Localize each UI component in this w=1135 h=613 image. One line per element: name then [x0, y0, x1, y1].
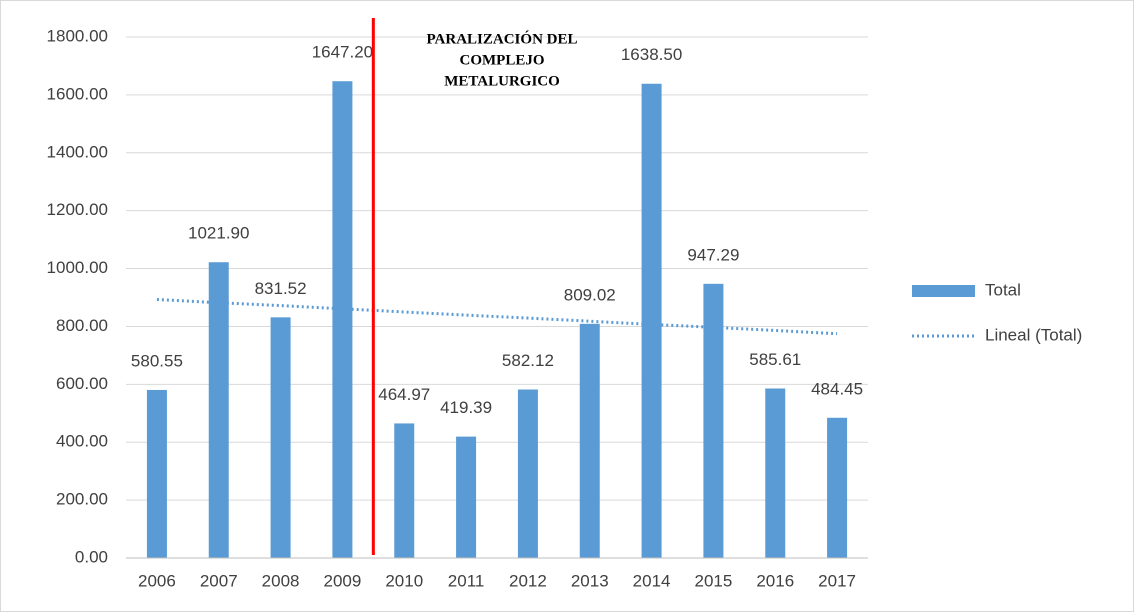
data-label: 582.12 [502, 351, 554, 370]
data-label: 1647.20 [312, 43, 373, 62]
x-tick-label: 2009 [324, 571, 362, 590]
y-tick-label: 1000.00 [47, 258, 108, 277]
x-tick-label: 2017 [818, 571, 856, 590]
x-tick-label: 2006 [138, 571, 176, 590]
y-tick-label: 200.00 [56, 490, 108, 509]
bar [827, 417, 848, 558]
y-tick-label: 0.00 [75, 547, 108, 566]
data-label: 419.39 [440, 398, 492, 417]
x-tick-label: 2016 [756, 571, 794, 590]
bar [332, 81, 353, 558]
x-tick-label: 2011 [448, 571, 485, 590]
data-label: 1638.50 [621, 45, 682, 64]
y-tick-label: 1800.00 [47, 26, 108, 45]
legend-swatch [912, 285, 975, 297]
bar [703, 283, 724, 558]
x-tick-label: 2013 [571, 571, 609, 590]
y-tick-label: 400.00 [56, 432, 108, 451]
y-tick-label: 600.00 [56, 374, 108, 393]
bar [146, 389, 167, 558]
annotation: COMPLEJO [460, 52, 545, 68]
data-label: 809.02 [564, 285, 616, 304]
data-label: 484.45 [811, 379, 863, 398]
bar [579, 323, 600, 558]
x-tick-label: 2015 [695, 571, 733, 590]
bar [394, 423, 415, 558]
data-label: 585.61 [749, 350, 801, 369]
legend-label: Total [985, 280, 1021, 299]
x-tick-label: 2007 [200, 571, 238, 590]
annotation: METALURGICO [444, 73, 560, 89]
data-label: 947.29 [687, 245, 739, 264]
y-tick-label: 1400.00 [47, 142, 108, 161]
x-tick-label: 2010 [385, 571, 423, 590]
bar [208, 262, 229, 558]
bar [517, 389, 538, 558]
bar [641, 83, 662, 559]
data-label: 464.97 [378, 385, 430, 404]
y-tick-label: 1600.00 [47, 84, 108, 103]
y-tick-label: 800.00 [56, 316, 108, 335]
legend-label: Lineal (Total) [985, 325, 1082, 344]
data-label: 831.52 [255, 279, 307, 298]
x-tick-label: 2014 [633, 571, 671, 590]
x-tick-label: 2008 [262, 571, 300, 590]
trendline [156, 298, 838, 336]
data-label: 580.55 [131, 351, 183, 370]
annotation: PARALIZACIÓN DEL [427, 30, 578, 47]
bar [456, 436, 477, 558]
data-label: 1021.90 [188, 224, 249, 243]
bar [765, 388, 786, 558]
x-tick-label: 2012 [509, 571, 547, 590]
y-tick-label: 1200.00 [47, 200, 108, 219]
bar [270, 317, 291, 558]
